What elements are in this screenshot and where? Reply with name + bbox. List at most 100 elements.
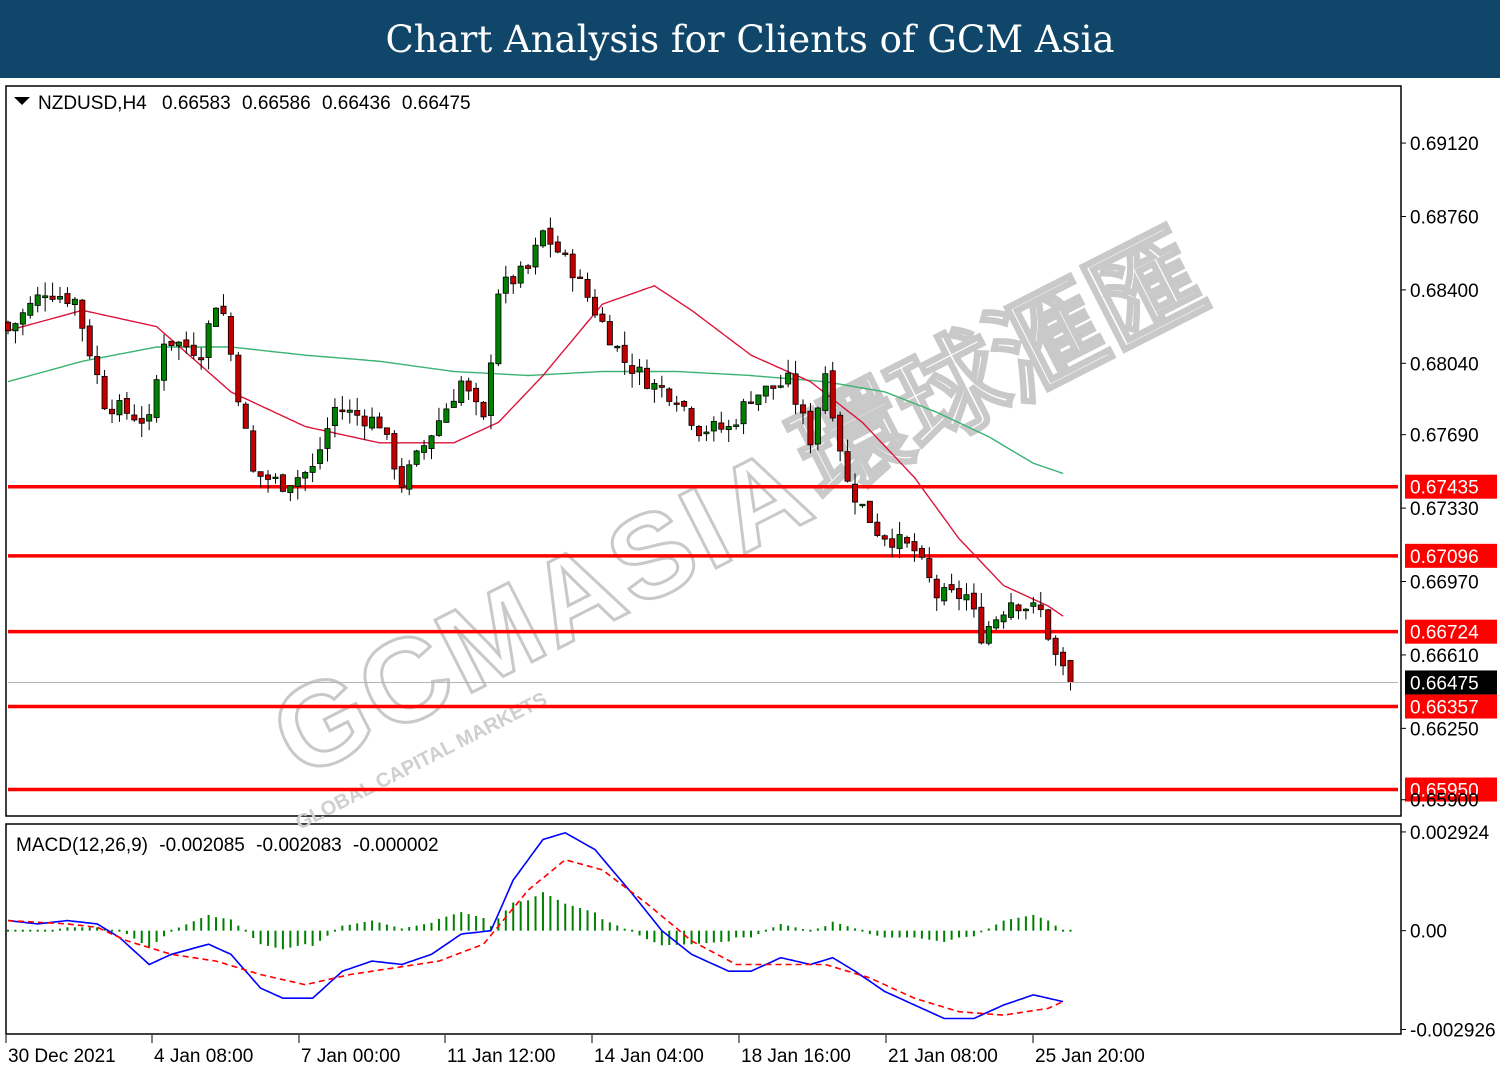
candle-bear — [837, 414, 844, 452]
candle-bear — [1060, 651, 1067, 667]
candle-bull — [71, 298, 78, 306]
macd-tick-label: -0.002926 — [1410, 1021, 1496, 1042]
candle-bull — [302, 472, 309, 479]
banner-title: Chart Analysis for Clients of GCM Asia — [0, 0, 1500, 78]
candle-bull — [324, 428, 331, 449]
candle-bear — [926, 558, 933, 579]
price-tick-label: 0.67690 — [1410, 426, 1479, 447]
time-axis: 30 Dec 2021 4 Jan 08:00 7 Jan 00:00 11 Jan … — [5, 1035, 1145, 1067]
candle-bear — [242, 403, 249, 429]
watermark-cn-text: 環球滙匯 — [775, 212, 1223, 521]
candle-bull — [12, 323, 19, 332]
candle-bull — [27, 302, 34, 316]
candle-bull — [428, 435, 435, 449]
level-label: 0.66357 — [1410, 698, 1479, 719]
candle-bear — [49, 295, 56, 300]
candle-bear — [131, 414, 138, 421]
candle-bull — [1022, 608, 1029, 612]
candle-bull — [309, 465, 316, 473]
candle-bear — [257, 471, 264, 477]
candle-bear — [643, 367, 650, 389]
candle-bear — [844, 451, 851, 482]
candle-bull — [406, 464, 413, 490]
candle-bull — [495, 293, 502, 365]
candle-bear — [829, 370, 836, 419]
candle-bear — [94, 356, 101, 376]
candle-bear — [5, 321, 11, 332]
candle-bear — [235, 354, 242, 403]
level-badge — [1405, 777, 1497, 802]
candle-bear — [569, 253, 576, 279]
candle-bull — [369, 416, 376, 429]
candle-bear — [109, 408, 116, 415]
candle-bull — [733, 424, 740, 427]
candle-bear — [168, 340, 175, 346]
candle-bear — [391, 433, 398, 470]
candle-bull — [116, 400, 123, 416]
candle-bear — [591, 296, 598, 316]
candlestick-series — [5, 217, 1074, 691]
candle-bear — [978, 606, 985, 644]
candle-bear — [1045, 609, 1052, 640]
time-tick-label: 25 Jan 20:00 — [1035, 1046, 1145, 1067]
price-tick-label: 0.68760 — [1410, 207, 1479, 228]
candle-bear — [1052, 637, 1059, 655]
candle-bear — [198, 357, 205, 361]
candle-bear — [599, 313, 606, 322]
candle-bull — [859, 503, 866, 507]
candle-bull — [710, 420, 717, 432]
candle-bull — [814, 407, 821, 445]
macd-header: MACD(12,26,9) -0.002085 -0.002083 -0.000… — [16, 835, 439, 856]
candle-bear — [101, 375, 108, 410]
main-chart-frame — [5, 85, 1402, 817]
candle-bull — [785, 372, 792, 385]
candle-bear — [577, 276, 584, 279]
macd-indicator: 0.002924 0.00 -0.002926 — [7, 823, 1496, 1042]
candle-bear — [748, 401, 755, 404]
candle-bull — [175, 341, 182, 347]
candle-bull — [777, 385, 784, 388]
open-value: 0.66583 — [162, 93, 231, 114]
candle-bull — [532, 244, 539, 268]
price-tick-label: 0.66250 — [1410, 719, 1479, 740]
candle-bull — [822, 373, 829, 411]
candle-bear — [792, 373, 799, 405]
watermark-brand-text: GCMASIA — [252, 420, 833, 803]
candle-bull — [703, 431, 710, 435]
candle-bear — [398, 466, 405, 488]
candle-bear — [606, 321, 613, 346]
candle-bear — [1037, 604, 1044, 611]
macd-signal-value: -0.002083 — [256, 835, 342, 856]
candle-bear — [688, 408, 695, 426]
level-badge — [1405, 543, 1497, 568]
macd-panel-frame — [5, 823, 1402, 1035]
candle-bull — [42, 295, 49, 299]
candle-bull — [896, 534, 903, 549]
level-label: 0.67435 — [1410, 478, 1479, 499]
candle-bull — [517, 265, 524, 284]
level-label: 0.66724 — [1410, 623, 1479, 644]
candle-bear — [681, 400, 688, 407]
candle-bear — [279, 474, 286, 492]
price-axis: 0.69120 0.68760 0.68400 0.68040 0.67690 0.673… — [8, 134, 1497, 812]
candle-bear — [64, 293, 71, 304]
candle-bear — [800, 404, 807, 414]
candle-bull — [443, 408, 450, 423]
candle-bear — [86, 325, 93, 357]
level-badge — [1405, 694, 1497, 719]
price-tick-label: 0.66970 — [1410, 573, 1479, 594]
candle-bear — [183, 339, 190, 348]
candle-bear — [361, 415, 368, 427]
candle-bear — [911, 541, 918, 552]
candle-bull — [146, 414, 153, 422]
level-badge — [1405, 474, 1497, 499]
symbol-dropdown-icon[interactable] — [14, 97, 30, 105]
candle-bear — [562, 252, 569, 255]
macd-main-line — [7, 831, 1064, 1020]
candle-bear — [621, 344, 628, 363]
level-label: 0.67096 — [1410, 547, 1479, 568]
candle-bull — [985, 626, 992, 644]
candle-bear — [874, 521, 881, 536]
candle-bear — [1015, 604, 1022, 612]
